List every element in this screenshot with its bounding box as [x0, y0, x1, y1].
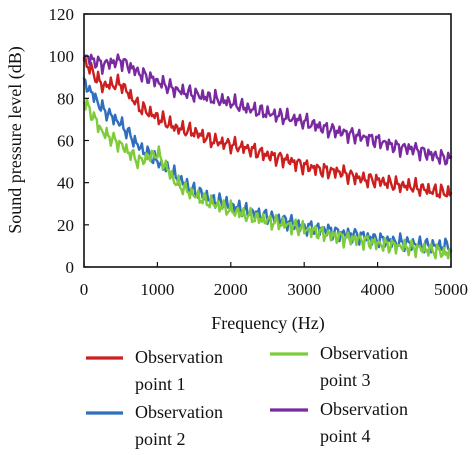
legend-item-2: Observation point 2	[86, 402, 223, 449]
y-tick-label: 100	[49, 47, 75, 66]
series-line-1	[82, 56, 453, 199]
axis-ticks: 0 1000 2000 3000 4000 5000 0 20 40 60 80 100 120	[49, 5, 469, 299]
series-line-3	[82, 97, 453, 260]
series-layer	[82, 53, 453, 260]
legend-item-3: Observation point 3	[270, 343, 408, 390]
series-line-4	[82, 53, 453, 166]
x-tick-label: 3000	[287, 280, 321, 299]
legend-label-line2: point 2	[135, 429, 186, 449]
y-tick-label: 80	[57, 89, 74, 108]
legend-label-line2: point 3	[320, 370, 371, 390]
legend-label-line2: point 4	[320, 426, 371, 446]
x-axis-title: Frequency (Hz)	[211, 313, 324, 334]
legend-label-line1: Observation	[320, 399, 408, 419]
x-tick-label: 1000	[140, 280, 174, 299]
x-tick-label: 2000	[214, 280, 248, 299]
legend-item-4: Observation point 4	[270, 399, 408, 446]
y-axis-title: Sound pressure level (dB)	[5, 46, 26, 233]
y-tick-label: 60	[57, 132, 74, 151]
legend-label-line2: point 1	[135, 374, 186, 394]
legend-label-line1: Observation	[135, 347, 223, 367]
y-tick-label: 120	[49, 5, 75, 24]
legend-label-line1: Observation	[320, 343, 408, 363]
legend-label-line1: Observation	[135, 402, 223, 422]
y-tick-label: 40	[57, 174, 74, 193]
y-tick-label: 20	[57, 216, 74, 235]
y-tick-label: 0	[66, 258, 75, 277]
x-tick-label: 5000	[434, 280, 468, 299]
x-tick-label: 0	[80, 280, 89, 299]
x-tick-label: 4000	[361, 280, 395, 299]
legend-item-1: Observation point 1	[86, 347, 223, 394]
